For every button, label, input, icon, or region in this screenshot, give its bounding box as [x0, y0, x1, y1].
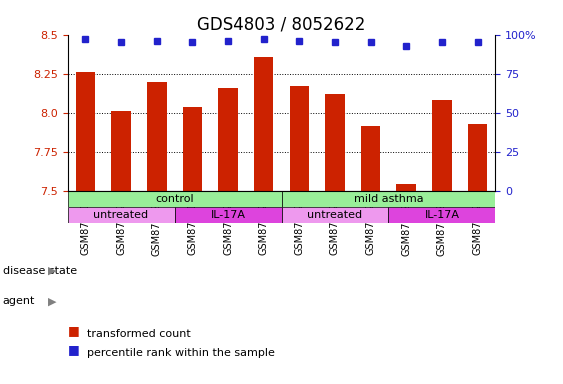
FancyBboxPatch shape [282, 207, 388, 223]
FancyBboxPatch shape [282, 191, 495, 207]
Text: agent: agent [3, 296, 35, 306]
FancyBboxPatch shape [388, 207, 495, 223]
Bar [75, 72, 95, 384]
Text: untreated: untreated [93, 210, 149, 220]
Text: mild asthma: mild asthma [354, 194, 423, 204]
Text: percentile rank within the sample: percentile rank within the sample [87, 348, 275, 358]
Text: untreated: untreated [307, 210, 363, 220]
Bar [361, 126, 381, 384]
Text: ■: ■ [68, 324, 79, 337]
Text: IL-17A: IL-17A [425, 210, 459, 220]
Bar [396, 184, 416, 384]
Bar [111, 111, 131, 384]
Bar [254, 56, 274, 384]
FancyBboxPatch shape [68, 207, 175, 223]
Bar [468, 124, 488, 384]
Bar [147, 82, 167, 384]
Text: ▶: ▶ [48, 296, 56, 306]
Bar [432, 100, 452, 384]
FancyBboxPatch shape [68, 191, 282, 207]
Bar [218, 88, 238, 384]
Text: transformed count: transformed count [87, 329, 191, 339]
Bar [289, 86, 309, 384]
FancyBboxPatch shape [175, 207, 282, 223]
Bar [182, 107, 202, 384]
Text: ■: ■ [68, 343, 79, 356]
Bar [325, 94, 345, 384]
Text: IL-17A: IL-17A [211, 210, 245, 220]
Text: control: control [155, 194, 194, 204]
Text: ▶: ▶ [48, 266, 56, 276]
Title: GDS4803 / 8052622: GDS4803 / 8052622 [197, 15, 366, 33]
Text: disease state: disease state [3, 266, 77, 276]
